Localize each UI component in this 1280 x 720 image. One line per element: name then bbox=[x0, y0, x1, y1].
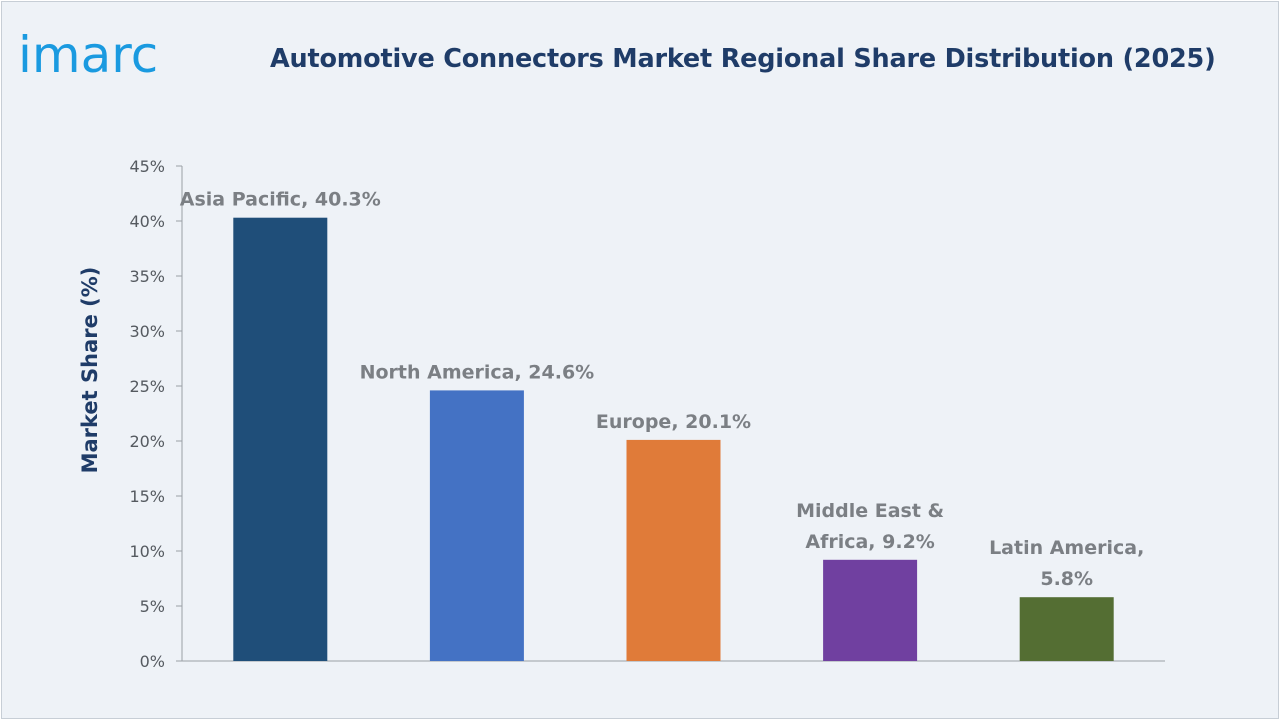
y-tick-label: 25% bbox=[129, 377, 165, 396]
y-tick-label: 0% bbox=[140, 652, 165, 671]
y-tick-label: 20% bbox=[129, 432, 165, 451]
y-tick-label: 40% bbox=[129, 212, 165, 231]
data-label: North America, 24.6% bbox=[360, 361, 595, 383]
y-axis-title: Market Share (%) bbox=[78, 267, 102, 474]
y-tick-label: 5% bbox=[140, 597, 165, 616]
data-label: Africa, 9.2% bbox=[805, 531, 934, 553]
data-label: Latin America, bbox=[989, 537, 1144, 559]
data-labels: Asia Pacific, 40.3% North America, 24.6% E… bbox=[180, 189, 1145, 591]
y-tick-label: 15% bbox=[129, 487, 165, 506]
chart-title: Automotive Connectors Market Regional Sh… bbox=[270, 44, 1216, 74]
bar-latin-america bbox=[1019, 597, 1114, 661]
y-tick-label: 35% bbox=[129, 267, 165, 286]
data-label: Middle East & bbox=[796, 500, 944, 522]
data-label: 5.8% bbox=[1040, 568, 1093, 590]
data-label: Asia Pacific, 40.3% bbox=[180, 189, 381, 211]
logo-text: imarc bbox=[18, 26, 158, 84]
y-tick-label: 10% bbox=[129, 542, 165, 561]
y-tick-label: 45% bbox=[129, 157, 165, 176]
bar-asia-pacific bbox=[233, 217, 328, 661]
imarc-logo: imarc bbox=[18, 26, 158, 84]
bars bbox=[233, 217, 1114, 661]
y-axis-title-group: Market Share (%) bbox=[78, 267, 102, 474]
bar-europe bbox=[626, 439, 721, 661]
bar-middle-east-africa bbox=[823, 559, 918, 661]
data-label: Europe, 20.1% bbox=[596, 411, 751, 433]
y-tick-label: 30% bbox=[129, 322, 165, 341]
axes: 0% 5% 10% 15% 20% 25% 30% 35% 40% 45% bbox=[129, 157, 1165, 671]
bar-north-america bbox=[429, 390, 524, 661]
